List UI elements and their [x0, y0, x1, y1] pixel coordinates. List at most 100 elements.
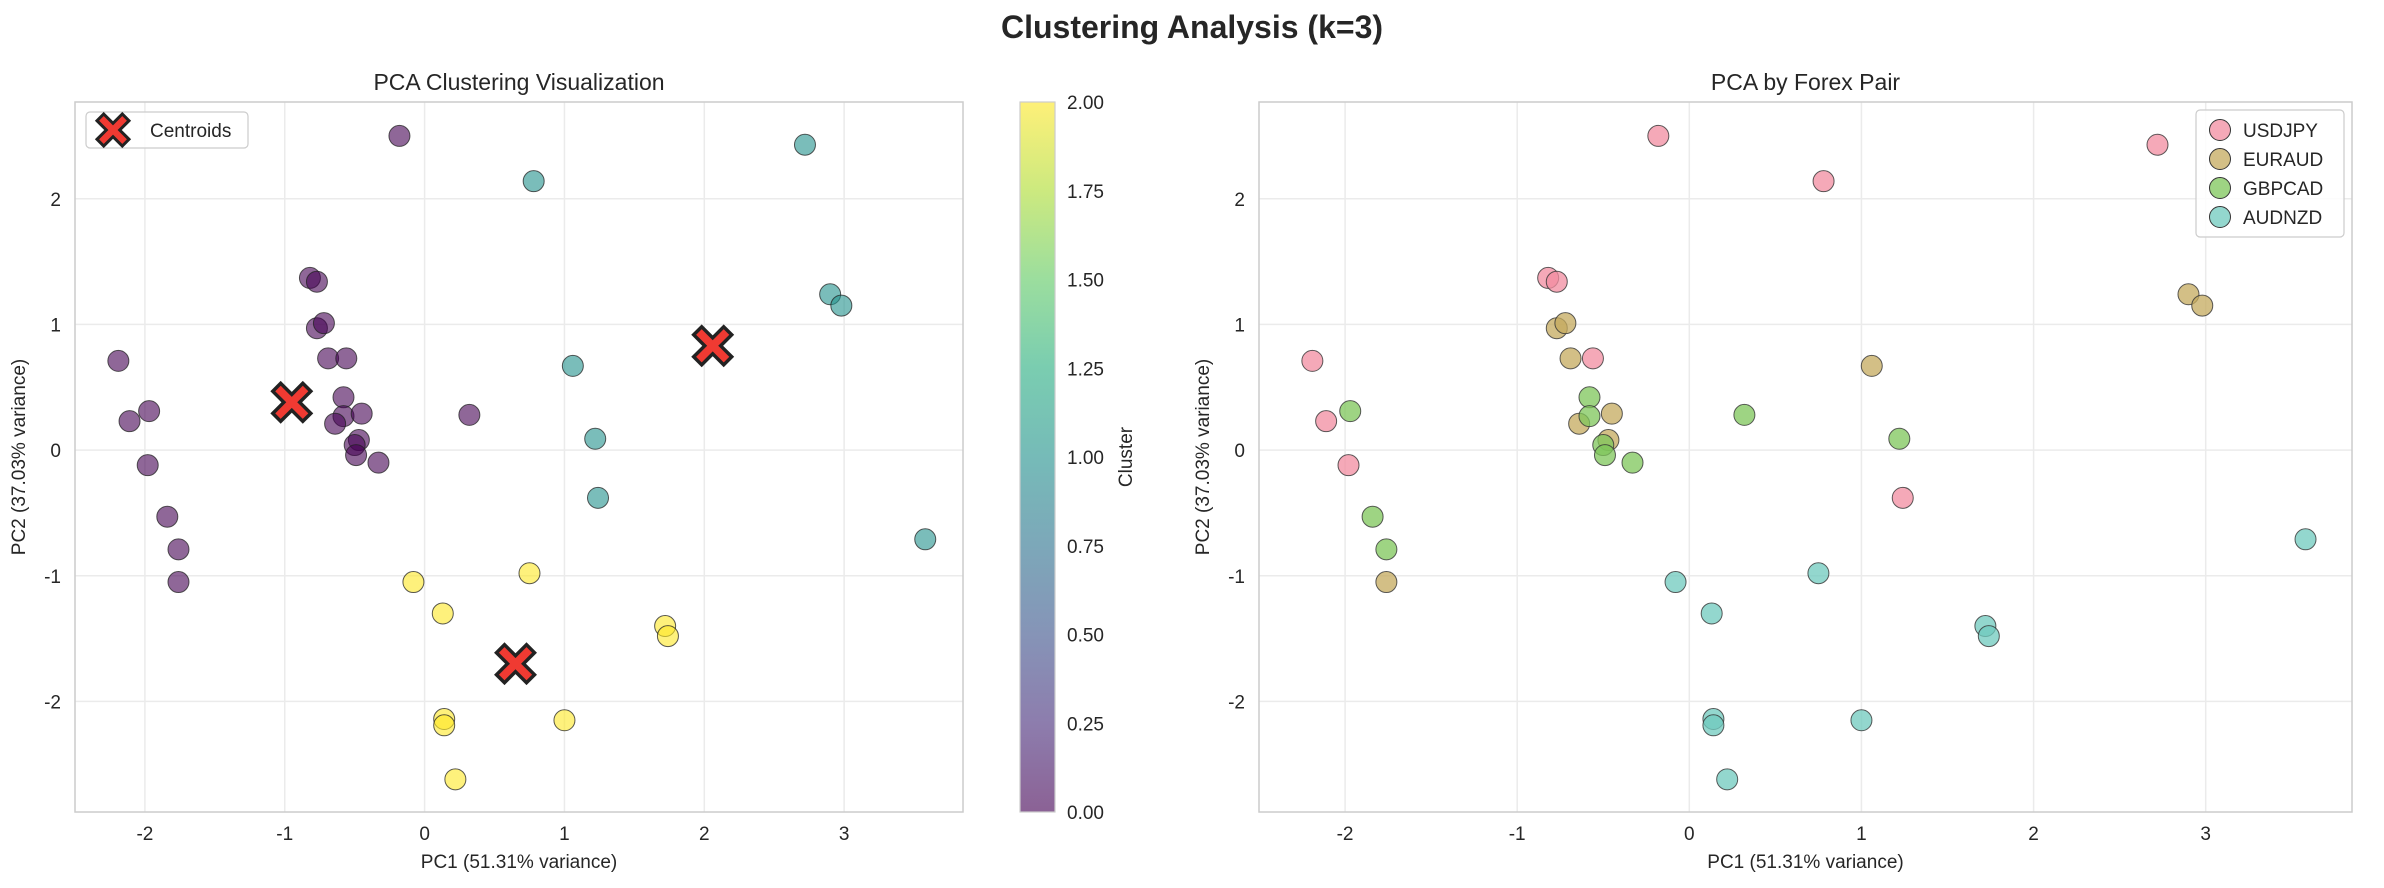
data-point-cluster-0 [345, 444, 368, 467]
data-point-cluster-2 [431, 602, 454, 625]
data-point-cluster-0 [367, 451, 390, 474]
data-point-cluster-1 [587, 486, 610, 509]
data-point-cluster-1 [584, 427, 607, 450]
colorbar-tick-label: 2.00 [1067, 93, 1104, 114]
y-tick-label: 0 [1234, 441, 1245, 462]
plot-frame [1258, 101, 2353, 813]
y-tick-label: 2 [1234, 190, 1245, 211]
data-point-cluster-2 [553, 709, 576, 732]
data-point-audnzd [1702, 714, 1725, 737]
data-point-cluster-0 [335, 347, 358, 370]
data-point-gbpcad [1593, 444, 1616, 467]
legend-marker [2209, 148, 2231, 170]
x-tick-label: -2 [136, 824, 153, 845]
data-point-gbpcad [1361, 505, 1384, 528]
plot-area [75, 102, 963, 812]
legend-centroid-icon [94, 111, 132, 149]
data-point-cluster-0 [156, 505, 179, 528]
data-point-cluster-0 [138, 400, 161, 423]
data-point-euraud [1600, 402, 1623, 425]
plot-title: PCA Clustering Visualization [373, 69, 664, 95]
x-tick-label: 0 [1684, 824, 1695, 845]
y-tick-label: 2 [50, 190, 61, 211]
colorbar-gradient [1020, 102, 1055, 812]
cluster-colorbar: 0.00 0.25 0.50 0.75 1.00 1.25 1.50 1.75 2.00 Clus… [1019, 93, 1137, 824]
x-tick-label: 1 [1856, 824, 1867, 845]
data-point-usdjpy [1301, 349, 1324, 372]
data-point-cluster-0 [388, 124, 411, 147]
centroid-marker [494, 642, 537, 686]
data-point-usdjpy [2146, 133, 2169, 156]
data-point-audnzd [1700, 602, 1723, 625]
plot-area [1259, 102, 2352, 812]
data-point-cluster-0 [324, 412, 347, 435]
legend-label: Centroids [150, 121, 231, 142]
legend-marker [2209, 206, 2231, 228]
data-point-gbpcad [1733, 403, 1756, 426]
data-point-audnzd [1716, 768, 1739, 791]
legend-marker [2209, 177, 2231, 199]
data-point-gbpcad [1578, 405, 1601, 428]
data-point-usdjpy [1891, 486, 1914, 509]
data-point-gbpcad [1888, 427, 1911, 450]
y-tick-label: -1 [44, 567, 61, 588]
data-point-gbpcad [1375, 538, 1398, 561]
data-point-audnzd [1807, 562, 1830, 585]
data-point-cluster-1 [561, 354, 584, 377]
data-point-cluster-2 [444, 768, 467, 791]
colorbar-tick-label: 0.00 [1067, 803, 1104, 824]
x-tick-label: 2 [2028, 824, 2039, 845]
pca-clustering-plot: -2 -1 0 1 2 3 -2 -1 0 1 2 PCA Clustering Visualizat… [9, 69, 964, 873]
data-point-usdjpy [1812, 170, 1835, 193]
data-point-cluster-0 [458, 403, 481, 426]
legend: USDJPY EURAUD GBPCAD AUDNZD [2195, 109, 2345, 238]
x-tick-label: 3 [2200, 824, 2211, 845]
colorbar-tick-label: 0.25 [1067, 714, 1104, 735]
legend-box [2195, 109, 2345, 238]
centroid-marker [270, 380, 314, 424]
y-tick-label: 1 [1234, 315, 1245, 336]
data-point-cluster-2 [433, 714, 456, 737]
data-point-usdjpy [1315, 410, 1338, 433]
data-point-usdjpy [1545, 270, 1568, 293]
data-point-gbpcad [1621, 451, 1644, 474]
data-point-gbpcad [1578, 386, 1601, 409]
y-axis-label: PC2 (37.03% variance) [1193, 359, 1214, 555]
plot-title: PCA by Forex Pair [1711, 69, 1901, 95]
legend-label: USDJPY [2243, 121, 2318, 142]
x-tick-label: -2 [1337, 824, 1354, 845]
colorbar-label: Cluster [1116, 426, 1137, 487]
legend-marker [2209, 119, 2231, 141]
data-point-cluster-0 [118, 410, 141, 433]
colorbar-frame [1019, 101, 1056, 813]
data-point-cluster-0 [350, 402, 373, 425]
data-point-cluster-0 [167, 538, 190, 561]
data-point-cluster-2 [656, 625, 679, 648]
data-point-usdjpy [1647, 124, 1670, 147]
y-tick-label: -1 [1228, 567, 1245, 588]
data-point-audnzd [1977, 625, 2000, 648]
data-point-audnzd [1664, 571, 1687, 594]
x-tick-label: 1 [559, 824, 570, 845]
data-point-cluster-0 [332, 386, 355, 409]
data-point-cluster-1 [522, 170, 545, 193]
data-point-cluster-2 [518, 562, 541, 585]
data-point-gbpcad [1339, 400, 1362, 423]
data-point-cluster-0 [312, 312, 335, 335]
colorbar-tick-label: 0.75 [1067, 537, 1104, 558]
x-axis-label: PC1 (51.31% variance) [421, 852, 617, 873]
colorbar-tick-label: 1.00 [1067, 448, 1104, 469]
y-tick-label: -2 [1228, 692, 1245, 713]
centroid-marker [691, 324, 735, 368]
legend-label: EURAUD [2243, 150, 2323, 171]
data-point-euraud [1554, 312, 1577, 335]
x-tick-label: 2 [699, 824, 710, 845]
data-point-audnzd [1850, 709, 1873, 732]
colorbar-tick-label: 1.75 [1067, 182, 1104, 203]
data-point-euraud [1375, 571, 1398, 594]
figure-suptitle: Clustering Analysis (k=3) [1001, 9, 1383, 45]
y-tick-label: 1 [50, 315, 61, 336]
data-point-cluster-0 [107, 349, 130, 372]
data-point-cluster-1 [914, 528, 937, 551]
